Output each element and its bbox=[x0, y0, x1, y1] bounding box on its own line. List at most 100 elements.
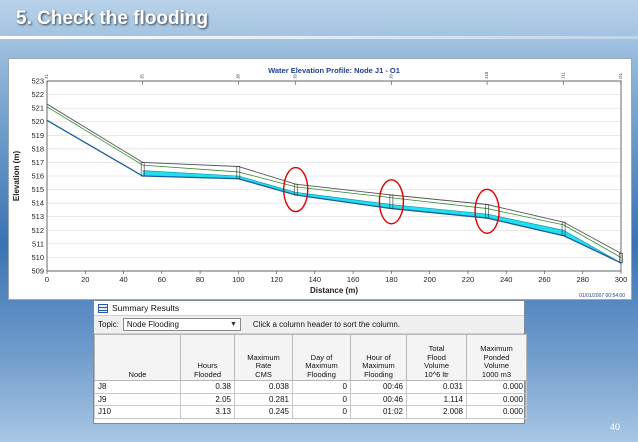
column-header[interactable]: Maximum Rate CMS bbox=[234, 334, 293, 381]
column-header[interactable]: Maximum Ponded Volume 1000 m3 bbox=[466, 334, 527, 381]
topic-label: Topic: bbox=[98, 320, 119, 329]
table-cell: 0.031 bbox=[406, 380, 467, 394]
results-table: Node Hours Flooded Maximum Rate CMS Day of Maxi… bbox=[94, 334, 527, 419]
column-header[interactable]: Hours Flooded bbox=[180, 334, 235, 381]
x-tick-label: 140 bbox=[309, 275, 322, 284]
page-number: 40 bbox=[609, 422, 620, 432]
y-tick-label: 517 bbox=[31, 158, 44, 167]
column-header-line: CMS bbox=[255, 369, 272, 379]
node-label: O1 bbox=[618, 72, 623, 79]
column-header-line: Volume bbox=[483, 361, 510, 370]
table-cell: 0.281 bbox=[234, 392, 293, 406]
topic-value: Node Flooding bbox=[126, 320, 179, 329]
y-tick-label: 520 bbox=[31, 117, 44, 126]
y-axis-label: Elevation (m) bbox=[12, 151, 21, 202]
table-cell: 0 bbox=[292, 380, 351, 394]
crown-line bbox=[46, 103, 622, 254]
node-box bbox=[236, 166, 241, 180]
column-header-line: Ponded bbox=[483, 352, 510, 362]
column-header-line: Node bbox=[128, 369, 147, 379]
column-header-line: Maximum bbox=[247, 352, 280, 362]
column-header[interactable]: Day of Maximum Flooding bbox=[292, 334, 351, 381]
x-tick-label: 120 bbox=[270, 275, 283, 284]
x-tick-label: 300 bbox=[615, 275, 628, 284]
table-cell: 0.38 bbox=[180, 380, 235, 394]
invert-line bbox=[46, 119, 622, 264]
column-header[interactable]: Total Flood Volume 10^6 ltr bbox=[406, 334, 467, 381]
table-cell: 3.13 bbox=[180, 405, 235, 419]
window-title: Summary Results bbox=[112, 303, 180, 313]
table-cell: J10 bbox=[94, 405, 181, 419]
node-box bbox=[389, 194, 394, 209]
chevron-down-icon[interactable]: ▼ bbox=[229, 321, 237, 328]
column-header[interactable]: Node bbox=[94, 334, 181, 381]
table-cell: 0.000 bbox=[466, 392, 527, 406]
table-cell: 0 bbox=[292, 392, 351, 406]
flood-highlight-circle bbox=[378, 179, 405, 225]
x-tick-label: 160 bbox=[347, 275, 360, 284]
topic-row: Topic: Node Flooding ▼ Click a column he… bbox=[94, 316, 524, 334]
y-tick-label: 511 bbox=[32, 239, 44, 248]
column-header-line: Volume bbox=[423, 361, 450, 370]
summary-results-window[interactable]: Summary Results Topic: Node Flooding ▼ C… bbox=[93, 300, 527, 424]
node-label: J11 bbox=[561, 72, 566, 79]
x-axis-label: Distance (m) bbox=[310, 286, 358, 295]
y-tick-label: 510 bbox=[31, 253, 44, 262]
x-tick-label: 20 bbox=[81, 275, 89, 284]
y-tick-label: 522 bbox=[31, 90, 44, 99]
column-header-line: 1000 m3 bbox=[481, 369, 512, 379]
table-cell: 0.000 bbox=[466, 380, 527, 394]
table-cell: 1.114 bbox=[406, 392, 467, 406]
node-label: J1 bbox=[44, 74, 49, 79]
y-tick-label: 513 bbox=[31, 212, 44, 221]
water-surface-line bbox=[142, 170, 622, 264]
node-label: J10 bbox=[484, 71, 489, 79]
table-cell: 0.000 bbox=[466, 405, 527, 419]
x-tick-label: 220 bbox=[462, 275, 475, 284]
node-label: J5 bbox=[140, 74, 145, 79]
profile-chart-panel: 509 510 511 512 513 514 515 516 517 518 519 520 521 5… bbox=[8, 58, 632, 300]
node-label: J8 bbox=[235, 74, 240, 79]
x-tick-label: 0 bbox=[45, 275, 49, 284]
column-header-line: Flood bbox=[427, 352, 446, 362]
flood-highlight-circle bbox=[474, 188, 500, 234]
table-cell: 00:46 bbox=[350, 380, 407, 394]
topic-dropdown[interactable]: Node Flooding ▼ bbox=[122, 318, 241, 331]
x-tick-label: 80 bbox=[196, 275, 204, 284]
y-tick-label: 519 bbox=[31, 131, 44, 140]
table-cell: 0.038 bbox=[234, 380, 293, 394]
node-box bbox=[561, 221, 566, 237]
y-tick-label: 516 bbox=[31, 172, 44, 181]
y-tick-label: 523 bbox=[31, 77, 44, 86]
x-tick-label: 40 bbox=[119, 275, 127, 284]
table-cell: 01:02 bbox=[350, 405, 407, 419]
node-label: J9 bbox=[388, 74, 393, 79]
x-tick-label: 200 bbox=[423, 275, 436, 284]
node-box bbox=[485, 204, 489, 219]
column-header-line: Hours bbox=[197, 361, 218, 370]
profile-chart: 509 510 511 512 513 514 515 516 517 518 519 520 521 5… bbox=[12, 66, 628, 299]
x-tick-label: 100 bbox=[232, 275, 245, 284]
y-tick-label: 514 bbox=[31, 199, 44, 208]
column-header-line: Rate bbox=[255, 361, 272, 370]
title-divider bbox=[0, 36, 638, 39]
column-header[interactable]: Hour of Maximum Flooding bbox=[350, 334, 407, 381]
table-row[interactable]: J8 0.38 0.038 0 00:46 0.031 0.000 bbox=[94, 380, 527, 394]
table-row[interactable]: J10 3.13 0.245 0 01:02 2.008 0.000 bbox=[94, 405, 527, 419]
table-cell: 2.008 bbox=[406, 405, 467, 419]
table-cell: 2.05 bbox=[180, 392, 235, 406]
column-header-line: Hour of bbox=[366, 352, 391, 362]
y-tick-label: 509 bbox=[31, 267, 44, 276]
node-box bbox=[619, 253, 623, 264]
table-cell: 0.245 bbox=[234, 405, 293, 419]
column-header-line: Maximum bbox=[305, 361, 338, 370]
ground-line bbox=[46, 106, 622, 258]
table-row[interactable]: J9 2.05 0.281 0 00:46 1.114 0.000 bbox=[94, 392, 527, 406]
flood-highlight-circle bbox=[283, 166, 309, 213]
column-header-line: Total bbox=[428, 344, 445, 353]
y-tick-label: 515 bbox=[31, 185, 44, 194]
x-tick-label: 280 bbox=[576, 275, 589, 284]
table-cell: 0 bbox=[292, 405, 351, 419]
x-tick-label: 180 bbox=[385, 275, 398, 284]
window-titlebar[interactable]: Summary Results bbox=[94, 301, 524, 316]
